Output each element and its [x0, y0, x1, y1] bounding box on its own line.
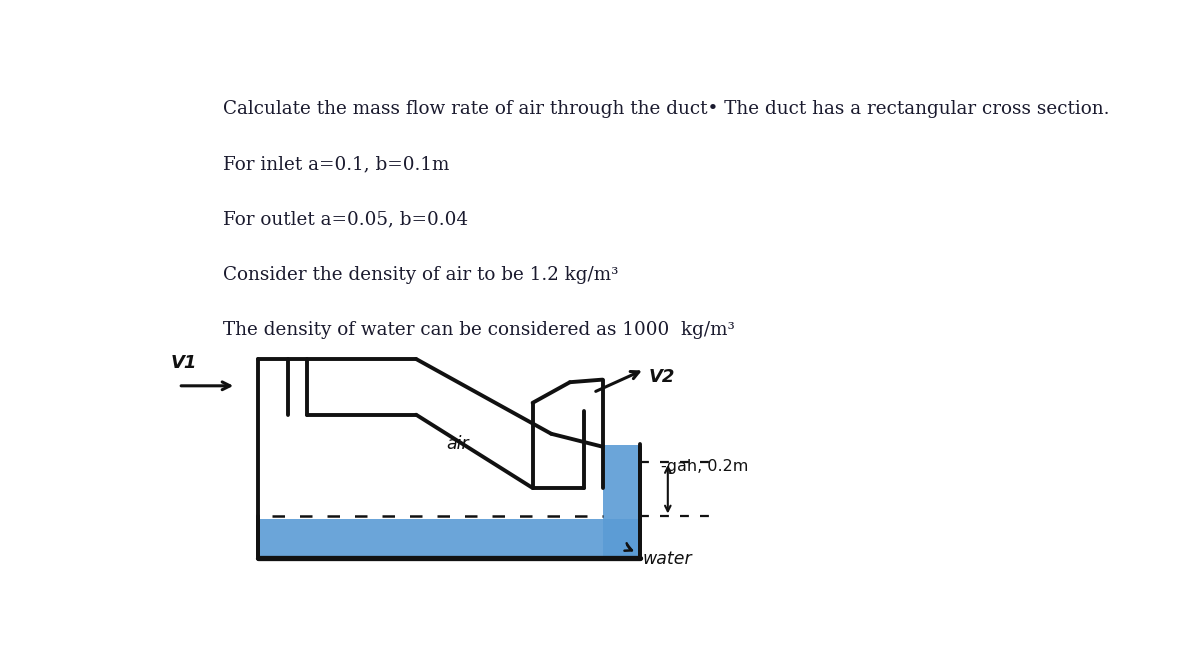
- Text: For inlet a=0.1, b=0.1m: For inlet a=0.1, b=0.1m: [223, 155, 450, 174]
- Text: water: water: [642, 550, 692, 568]
- Text: -gah, 0.2m: -gah, 0.2m: [662, 459, 748, 474]
- Text: air: air: [446, 435, 469, 453]
- Bar: [603, 445, 638, 556]
- Text: For outlet a=0.05, b=0.04: For outlet a=0.05, b=0.04: [223, 210, 468, 228]
- Text: Calculate the mass flow rate of air through the duct• The duct has a rectangular: Calculate the mass flow rate of air thro…: [223, 100, 1109, 118]
- Text: Consider the density of air to be 1.2 kg/m³: Consider the density of air to be 1.2 kg…: [223, 265, 618, 283]
- Text: V1: V1: [171, 354, 197, 372]
- Bar: [260, 519, 638, 556]
- Text: The density of water can be considered as 1000  kg/m³: The density of water can be considered a…: [223, 321, 735, 339]
- Text: V2: V2: [648, 368, 675, 386]
